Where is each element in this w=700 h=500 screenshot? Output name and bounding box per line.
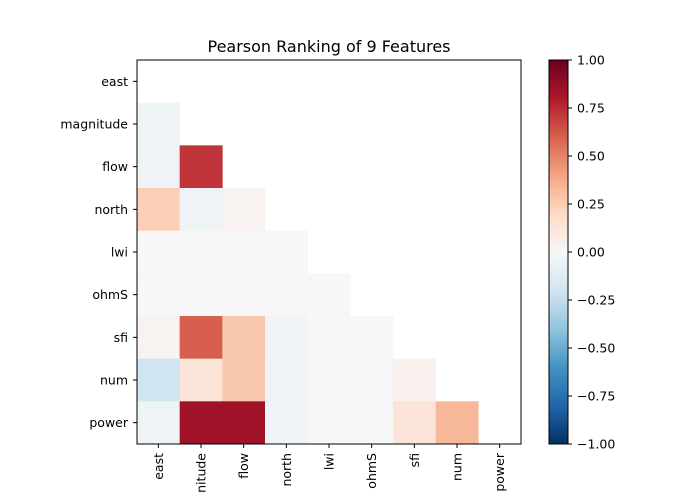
heatmap-cell (137, 273, 180, 317)
heatmap-cell (222, 358, 266, 402)
y-tick-label: lwi (111, 245, 128, 260)
colorbar-tick-label: 0.75 (577, 101, 605, 116)
heatmap-cell (179, 145, 223, 189)
heatmap-cell (393, 358, 436, 402)
heatmap-cell (350, 358, 394, 402)
x-axis: east nitude flow north lwi ohmS sfi num power (151, 444, 507, 493)
x-tick-label: north (279, 453, 294, 487)
y-tick-label: power (89, 415, 128, 430)
heatmap-cell (307, 316, 351, 359)
heatmap-cell (137, 358, 180, 402)
x-tick-label: east (151, 453, 166, 480)
x-tick-label: nitude (194, 453, 209, 493)
y-tick-label: north (94, 202, 128, 217)
heatmap-cell (179, 188, 223, 231)
colorbar-tick-label: 1.00 (577, 53, 605, 68)
y-tick-label: sfi (114, 330, 128, 345)
heatmap-cell (179, 273, 223, 317)
colorbar-ticks: 1.00 0.75 0.50 0.25 0.00 −0.25 −0.50 −0.75 −1.00 (568, 53, 615, 452)
x-tick-label: lwi (322, 453, 337, 470)
heatmap-cell (350, 401, 394, 445)
heatmap-cell (137, 230, 180, 274)
heatmap-cell (435, 401, 479, 445)
y-tick-label: magnitude (60, 117, 128, 132)
heatmap-cell (307, 401, 351, 445)
heatmap-cell (265, 316, 308, 359)
heatmap-cell (222, 401, 266, 445)
heatmap-cell (137, 401, 180, 445)
heatmap-cell (222, 230, 266, 274)
heatmap-cell (222, 188, 266, 231)
colorbar-tick-label: 0.00 (577, 245, 605, 260)
heatmap-cell (265, 230, 308, 274)
heatmap-cells (137, 102, 479, 445)
colorbar: 1.00 0.75 0.50 0.25 0.00 −0.25 −0.50 −0.75 −1.00 (548, 53, 615, 452)
x-tick-label: flow (236, 453, 251, 479)
x-tick-label: num (450, 453, 465, 481)
x-tick-label: ohmS (364, 453, 379, 489)
heatmap-cell (265, 273, 308, 317)
heatmap-cell (222, 273, 266, 317)
x-tick-label: sfi (407, 453, 422, 467)
colorbar-tick-label: −1.00 (577, 437, 615, 452)
y-tick-label: east (101, 74, 128, 89)
y-tick-label: num (100, 373, 128, 388)
colorbar-tick-label: −0.25 (577, 293, 615, 308)
colorbar-tick-label: −0.50 (577, 341, 615, 356)
colorbar-tick-label: −0.75 (577, 389, 615, 404)
heatmap-cell (137, 316, 180, 359)
y-tick-label: ohmS (92, 287, 128, 302)
chart-title: Pearson Ranking of 9 Features (207, 37, 450, 56)
heatmap-cell (265, 401, 308, 445)
heatmap-cell (393, 401, 436, 445)
colorbar-tick-label: 0.50 (577, 149, 605, 164)
heatmap-cell (179, 401, 223, 445)
colorbar-gradient (549, 60, 568, 444)
heatmap-cell (222, 316, 266, 359)
heatmap-cell (350, 316, 394, 359)
x-tick-label: power (492, 452, 507, 491)
heatmap-cell (137, 188, 180, 231)
heatmap-cell (137, 102, 180, 146)
colorbar-tick-label: 0.25 (577, 197, 605, 212)
heatmap-cell (137, 145, 180, 189)
heatmap-cell (307, 358, 351, 402)
y-axis: east magnitude flow north lwi ohmS sfi num power (60, 74, 137, 430)
y-tick-label: flow (102, 159, 128, 174)
heatmap-cell (265, 358, 308, 402)
heatmap-cell (179, 358, 223, 402)
heatmap-cell (179, 230, 223, 274)
heatmap-cell (307, 273, 351, 317)
heatmap-cell (179, 316, 223, 359)
